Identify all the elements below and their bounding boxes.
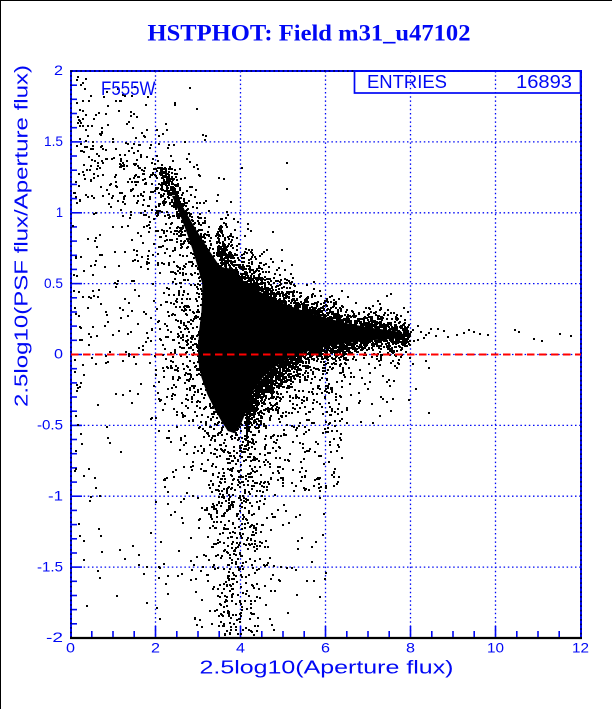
svg-text:2.5log10(Aperture flux): 2.5log10(Aperture flux) [200, 658, 454, 678]
svg-text:2: 2 [54, 63, 63, 78]
svg-text:6: 6 [321, 641, 330, 656]
svg-text:-1: -1 [48, 488, 63, 503]
svg-text:F555W: F555W [101, 78, 156, 100]
svg-text:HSTPHOT: Field m31_u47102: HSTPHOT: Field m31_u47102 [148, 21, 471, 46]
svg-text:4: 4 [236, 641, 246, 656]
svg-text:0.5: 0.5 [44, 276, 63, 291]
svg-text:1.5: 1.5 [44, 134, 63, 149]
svg-text:16893: 16893 [516, 72, 572, 92]
svg-text:0: 0 [54, 347, 63, 362]
svg-text:12: 12 [572, 641, 589, 656]
svg-text:10: 10 [487, 641, 504, 656]
svg-text:ENTRIES: ENTRIES [367, 72, 447, 92]
svg-text:0: 0 [66, 641, 75, 656]
svg-text:2: 2 [151, 641, 160, 656]
svg-text:2.5log10(PSF flux/Aperture flu: 2.5log10(PSF flux/Aperture flux) [12, 65, 32, 407]
svg-text:-0.5: -0.5 [37, 418, 63, 433]
svg-text:8: 8 [406, 641, 415, 656]
svg-text:-1.5: -1.5 [37, 559, 63, 574]
svg-text:1: 1 [56, 205, 63, 220]
svg-text:-2: -2 [46, 630, 63, 645]
